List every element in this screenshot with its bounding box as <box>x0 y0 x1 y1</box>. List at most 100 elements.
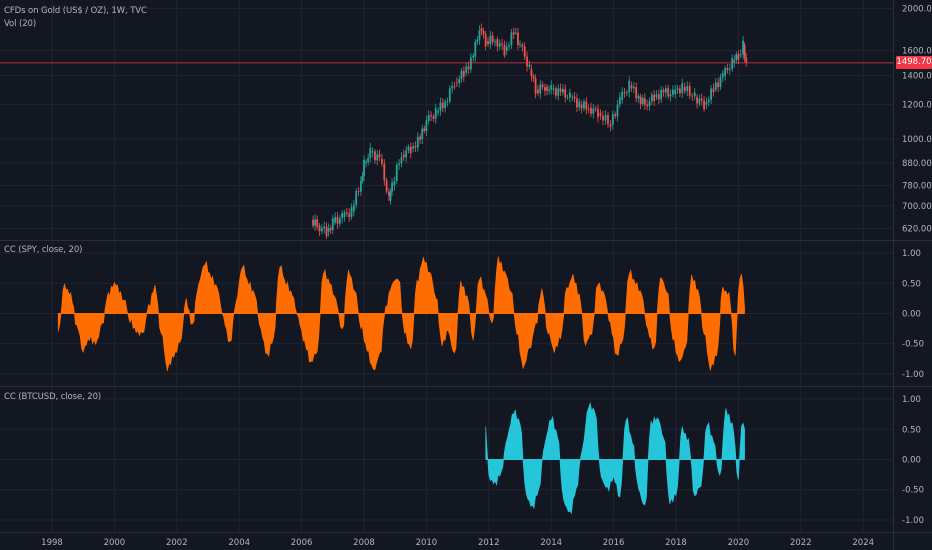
candle-body <box>552 88 555 90</box>
candle-body <box>667 88 670 97</box>
time-axis-label-2000: 2000 <box>104 538 126 548</box>
candle-body <box>681 83 684 94</box>
candle-body <box>487 41 489 45</box>
candle-body <box>635 87 638 99</box>
candle-body <box>528 64 531 67</box>
candle-body <box>448 88 451 102</box>
candle-body <box>383 163 386 181</box>
candle-body <box>554 88 557 96</box>
candle-body <box>439 102 442 111</box>
candle-body <box>523 46 526 57</box>
candle-body <box>323 226 326 229</box>
btc-cc-axis-label: 1.00 <box>902 395 921 405</box>
candle-body <box>607 115 609 125</box>
candle-body <box>385 180 388 192</box>
candle-body <box>414 146 417 148</box>
candle-body <box>557 88 560 96</box>
candle-body <box>446 101 449 103</box>
candle-body <box>517 32 519 46</box>
candle-body <box>696 96 698 104</box>
candle-body <box>686 86 689 92</box>
candle-body <box>318 225 321 232</box>
candle-body <box>691 95 694 97</box>
candle-body <box>316 219 319 227</box>
candle-body <box>703 100 705 110</box>
candle-body <box>630 85 633 89</box>
btc-cc-axis-label: 0.50 <box>902 425 921 435</box>
candle-body <box>580 104 583 109</box>
candle-body <box>698 98 701 104</box>
candle-body <box>336 216 339 224</box>
time-axis-label-2016: 2016 <box>603 538 625 548</box>
spy-cc-axis-label: 1.00 <box>902 249 921 259</box>
candle-body <box>609 124 612 127</box>
candle-body <box>478 30 481 40</box>
spy-cc-axis-label: 0.00 <box>902 310 921 320</box>
candle-body <box>743 44 746 58</box>
candle-body <box>405 150 408 158</box>
candle-body <box>714 82 717 90</box>
candle-body <box>425 120 428 131</box>
candle-body <box>437 110 439 113</box>
candle-body <box>576 98 578 108</box>
time-axis-label-2018: 2018 <box>665 538 687 548</box>
candle-body <box>532 76 535 79</box>
candle-body <box>539 84 542 94</box>
candle-body <box>334 216 337 223</box>
candle-body <box>331 218 334 230</box>
candle-body <box>359 181 362 192</box>
candle-body <box>519 43 521 46</box>
candle-body <box>312 219 314 226</box>
candle-body <box>510 32 513 45</box>
candle-body <box>562 88 564 93</box>
candle-body <box>350 207 353 218</box>
candle-body <box>389 191 392 201</box>
time-axis-label-2020: 2020 <box>728 538 750 548</box>
candle-body <box>726 68 729 71</box>
candle-body <box>521 44 524 47</box>
candle-body <box>625 92 628 94</box>
candle-body <box>441 102 444 109</box>
candle-body <box>546 86 548 91</box>
candle-body <box>618 97 621 105</box>
candle-body <box>476 39 479 43</box>
candle-body <box>398 163 400 165</box>
time-axis-label-2006: 2006 <box>291 538 313 548</box>
price-axis-label: 780.00 <box>902 182 932 192</box>
candle-body <box>578 101 581 108</box>
time-axis-label-2022: 2022 <box>790 538 812 548</box>
candle-body <box>393 180 396 186</box>
price-axis-label: 1400.00 <box>902 72 932 82</box>
candle-body <box>559 88 562 92</box>
candle-body <box>674 89 677 94</box>
candle-body <box>494 41 496 43</box>
candle-body <box>599 112 602 116</box>
candle-body <box>653 94 656 102</box>
price-axis-label: 880.00 <box>902 159 932 169</box>
candle-body <box>361 176 364 181</box>
price-axis-label: 620.00 <box>902 225 932 235</box>
candle-body <box>427 115 430 121</box>
candle-body <box>345 212 348 214</box>
candle-body <box>621 92 624 100</box>
candle-body <box>514 32 517 34</box>
candle-body <box>453 86 456 88</box>
candle-body <box>700 98 703 101</box>
candle-body <box>611 114 614 125</box>
candle-body <box>739 54 742 56</box>
candle-body <box>355 190 358 205</box>
candle-body <box>314 219 317 226</box>
time-axis-label-2002: 2002 <box>166 538 188 548</box>
time-axis-label-2010: 2010 <box>416 538 438 548</box>
candle-body <box>632 87 635 89</box>
candle-body <box>325 226 328 237</box>
candle-body <box>365 161 367 163</box>
candle-body <box>573 96 576 99</box>
candle-body <box>712 88 715 93</box>
candle-body <box>719 77 722 88</box>
candle-body <box>592 108 595 114</box>
candle-body <box>737 54 740 60</box>
candle-body <box>320 228 323 232</box>
candle-body <box>724 68 727 76</box>
